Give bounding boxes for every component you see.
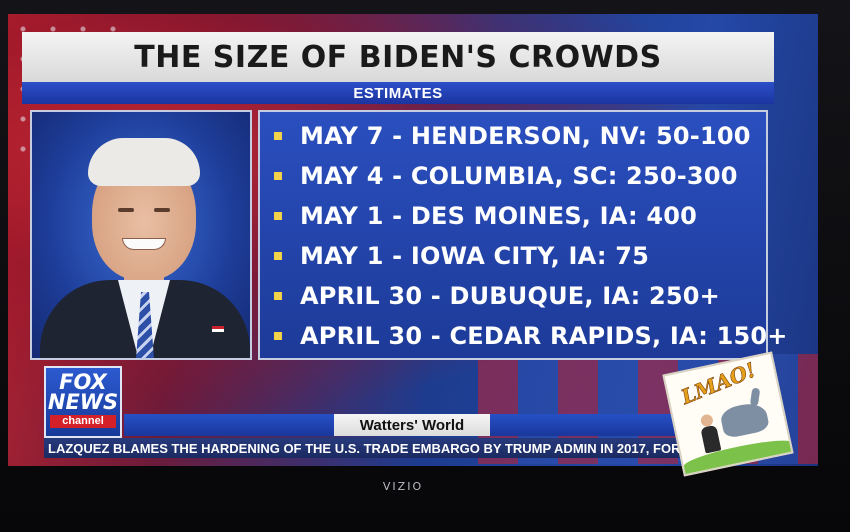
fox-news-logo: FOX NEWS channel <box>44 366 122 438</box>
flag-pin-icon <box>212 326 224 332</box>
show-name-label: Watters' World <box>334 414 490 436</box>
donkey-ear-icon <box>749 387 761 407</box>
portrait-eye-right <box>154 208 170 212</box>
crowd-size-list: MAY 7 - HENDERSON, NV: 50-100 MAY 4 - CO… <box>258 110 787 360</box>
graphic-title: THE SIZE OF BIDEN'S CROWDS <box>134 39 662 75</box>
bullet-icon <box>274 292 282 300</box>
show-name-text: Watters' World <box>359 416 465 434</box>
portrait-hair <box>88 138 200 186</box>
list-item-text: MAY 1 - DES MOINES, IA: 400 <box>300 202 698 230</box>
list-item-text: APRIL 30 - CEDAR RAPIDS, IA: 150+ <box>300 322 788 350</box>
ticker-text: LAZQUEZ BLAMES THE HARDENING OF THE U.S.… <box>48 440 681 456</box>
list-item: MAY 1 - IOWA CITY, IA: 75 <box>274 236 766 276</box>
news-ticker: LAZQUEZ BLAMES THE HARDENING OF THE U.S.… <box>44 438 698 458</box>
list-item: APRIL 30 - CEDAR RAPIDS, IA: 150+ <box>274 316 787 356</box>
logo-news-text: NEWS <box>47 390 119 414</box>
list-item: APRIL 30 - DUBUQUE, IA: 250+ <box>274 276 766 316</box>
logo-channel-text: channel <box>50 415 116 428</box>
graphic-subtitle: ESTIMATES <box>353 84 443 102</box>
logo-fox-text: FOX <box>59 370 107 394</box>
bullet-icon <box>274 172 282 180</box>
bullet-icon <box>274 332 282 340</box>
bullet-icon <box>274 252 282 260</box>
bullet-icon <box>274 132 282 140</box>
list-item-text: MAY 4 - COLUMBIA, SC: 250-300 <box>300 162 738 190</box>
portrait-tie <box>135 292 155 358</box>
list-item-text: MAY 1 - IOWA CITY, IA: 75 <box>300 242 650 270</box>
list-item: MAY 7 - HENDERSON, NV: 50-100 <box>274 116 766 156</box>
list-item: MAY 4 - COLUMBIA, SC: 250-300 <box>274 156 766 196</box>
list-item: MAY 1 - DES MOINES, IA: 400 <box>274 196 766 236</box>
title-banner: THE SIZE OF BIDEN'S CROWDS <box>22 32 774 82</box>
portrait-smile <box>122 238 166 250</box>
bullet-icon <box>274 212 282 220</box>
cartoon-figure-icon <box>700 424 722 454</box>
list-item-text: APRIL 30 - DUBUQUE, IA: 250+ <box>300 282 720 310</box>
portrait-photo <box>30 110 252 360</box>
list-item-text: MAY 7 - HENDERSON, NV: 50-100 <box>300 122 751 150</box>
tv-brand-logo: VIZIO <box>382 480 424 493</box>
portrait-eye-left <box>118 208 134 212</box>
subtitle-banner: ESTIMATES <box>22 82 774 104</box>
donkey-icon <box>718 400 771 440</box>
